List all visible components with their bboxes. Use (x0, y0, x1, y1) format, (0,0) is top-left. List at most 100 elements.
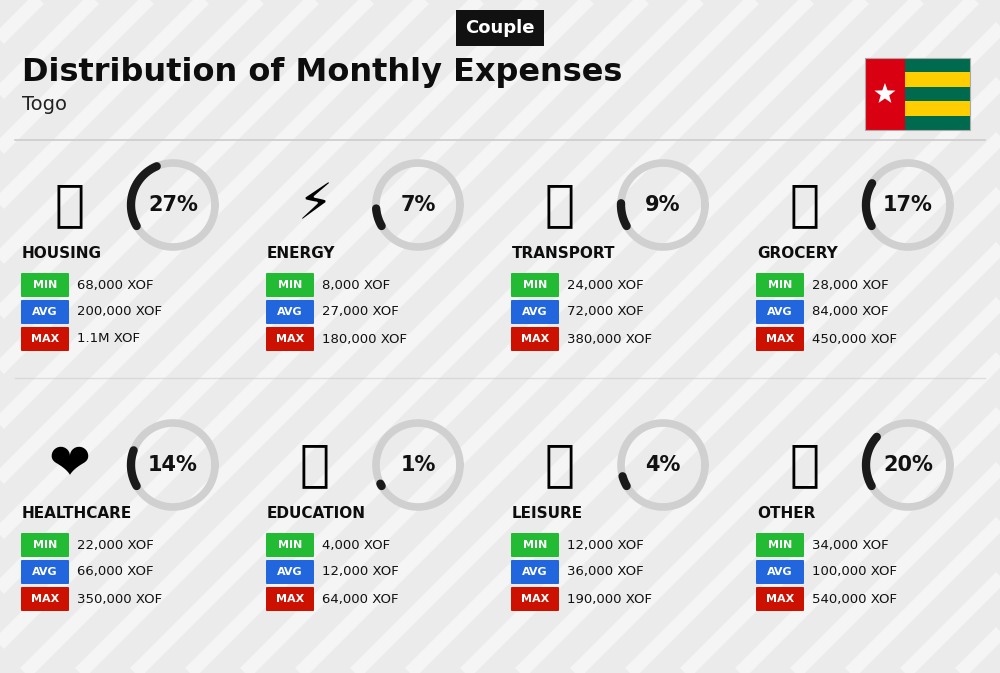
Text: 27,000 XOF: 27,000 XOF (322, 306, 399, 318)
Text: MAX: MAX (766, 334, 794, 344)
Text: 28,000 XOF: 28,000 XOF (812, 279, 889, 291)
Text: ENERGY: ENERGY (267, 246, 336, 260)
Text: MIN: MIN (33, 280, 57, 290)
Text: 350,000 XOF: 350,000 XOF (77, 592, 162, 606)
Text: MIN: MIN (523, 280, 547, 290)
Text: 🎓: 🎓 (300, 441, 330, 489)
Bar (865, 73, 970, 87)
Text: MIN: MIN (278, 540, 302, 550)
Text: 1.1M XOF: 1.1M XOF (77, 332, 140, 345)
FancyBboxPatch shape (266, 533, 314, 557)
Text: AVG: AVG (522, 307, 548, 317)
Text: AVG: AVG (32, 307, 58, 317)
Text: 🚌: 🚌 (545, 181, 575, 229)
Text: 100,000 XOF: 100,000 XOF (812, 565, 897, 579)
Bar (865, 87, 970, 101)
Bar (865, 101, 970, 116)
Text: 36,000 XOF: 36,000 XOF (567, 565, 644, 579)
Text: AVG: AVG (32, 567, 58, 577)
Text: 68,000 XOF: 68,000 XOF (77, 279, 154, 291)
Text: 7%: 7% (400, 195, 436, 215)
Text: MIN: MIN (278, 280, 302, 290)
Text: OTHER: OTHER (757, 505, 815, 520)
FancyBboxPatch shape (21, 587, 69, 611)
Text: AVG: AVG (767, 567, 793, 577)
Text: MIN: MIN (33, 540, 57, 550)
FancyBboxPatch shape (266, 273, 314, 297)
FancyBboxPatch shape (756, 300, 804, 324)
Text: MAX: MAX (31, 594, 59, 604)
Text: 💰: 💰 (790, 441, 820, 489)
Text: TRANSPORT: TRANSPORT (512, 246, 616, 260)
Text: 180,000 XOF: 180,000 XOF (322, 332, 407, 345)
FancyBboxPatch shape (21, 327, 69, 351)
Bar (865, 58, 905, 130)
Text: MAX: MAX (276, 594, 304, 604)
Bar (865, 116, 970, 130)
FancyBboxPatch shape (21, 533, 69, 557)
FancyBboxPatch shape (511, 533, 559, 557)
Polygon shape (874, 83, 895, 103)
Text: 34,000 XOF: 34,000 XOF (812, 538, 889, 551)
Text: 200,000 XOF: 200,000 XOF (77, 306, 162, 318)
FancyBboxPatch shape (21, 300, 69, 324)
Text: 190,000 XOF: 190,000 XOF (567, 592, 652, 606)
Text: 1%: 1% (400, 455, 436, 475)
Text: 22,000 XOF: 22,000 XOF (77, 538, 154, 551)
Text: HOUSING: HOUSING (22, 246, 102, 260)
Text: MAX: MAX (521, 594, 549, 604)
Text: 🏢: 🏢 (55, 181, 85, 229)
Text: ⚡: ⚡ (297, 181, 333, 229)
FancyBboxPatch shape (266, 327, 314, 351)
Text: MIN: MIN (768, 540, 792, 550)
Text: AVG: AVG (767, 307, 793, 317)
FancyBboxPatch shape (21, 560, 69, 584)
Text: 20%: 20% (883, 455, 933, 475)
Text: 🛒: 🛒 (790, 181, 820, 229)
FancyBboxPatch shape (511, 327, 559, 351)
Text: 12,000 XOF: 12,000 XOF (567, 538, 644, 551)
FancyBboxPatch shape (511, 560, 559, 584)
Text: HEALTHCARE: HEALTHCARE (22, 505, 132, 520)
Text: EDUCATION: EDUCATION (267, 505, 366, 520)
Text: AVG: AVG (277, 567, 303, 577)
FancyBboxPatch shape (756, 327, 804, 351)
Bar (865, 58, 970, 130)
FancyBboxPatch shape (266, 587, 314, 611)
FancyBboxPatch shape (266, 560, 314, 584)
Text: 66,000 XOF: 66,000 XOF (77, 565, 154, 579)
Text: Distribution of Monthly Expenses: Distribution of Monthly Expenses (22, 57, 622, 87)
Text: MAX: MAX (31, 334, 59, 344)
Text: 8,000 XOF: 8,000 XOF (322, 279, 390, 291)
FancyBboxPatch shape (511, 300, 559, 324)
Text: GROCERY: GROCERY (757, 246, 838, 260)
FancyBboxPatch shape (756, 533, 804, 557)
Text: 450,000 XOF: 450,000 XOF (812, 332, 897, 345)
FancyBboxPatch shape (756, 560, 804, 584)
Text: 24,000 XOF: 24,000 XOF (567, 279, 644, 291)
Bar (865, 58, 970, 73)
Text: MAX: MAX (276, 334, 304, 344)
FancyBboxPatch shape (266, 300, 314, 324)
Text: 64,000 XOF: 64,000 XOF (322, 592, 398, 606)
Text: 17%: 17% (883, 195, 933, 215)
Text: AVG: AVG (277, 307, 303, 317)
FancyBboxPatch shape (756, 273, 804, 297)
Text: 27%: 27% (148, 195, 198, 215)
Text: MIN: MIN (523, 540, 547, 550)
Text: MIN: MIN (768, 280, 792, 290)
Text: 14%: 14% (148, 455, 198, 475)
Text: 🛍️: 🛍️ (545, 441, 575, 489)
Text: Togo: Togo (22, 96, 67, 114)
Text: 9%: 9% (645, 195, 681, 215)
Text: 4%: 4% (645, 455, 681, 475)
Text: 4,000 XOF: 4,000 XOF (322, 538, 390, 551)
FancyBboxPatch shape (756, 587, 804, 611)
Text: 540,000 XOF: 540,000 XOF (812, 592, 897, 606)
FancyBboxPatch shape (511, 273, 559, 297)
Text: Couple: Couple (465, 19, 535, 37)
Text: AVG: AVG (522, 567, 548, 577)
Text: 380,000 XOF: 380,000 XOF (567, 332, 652, 345)
FancyBboxPatch shape (511, 587, 559, 611)
Text: 12,000 XOF: 12,000 XOF (322, 565, 399, 579)
